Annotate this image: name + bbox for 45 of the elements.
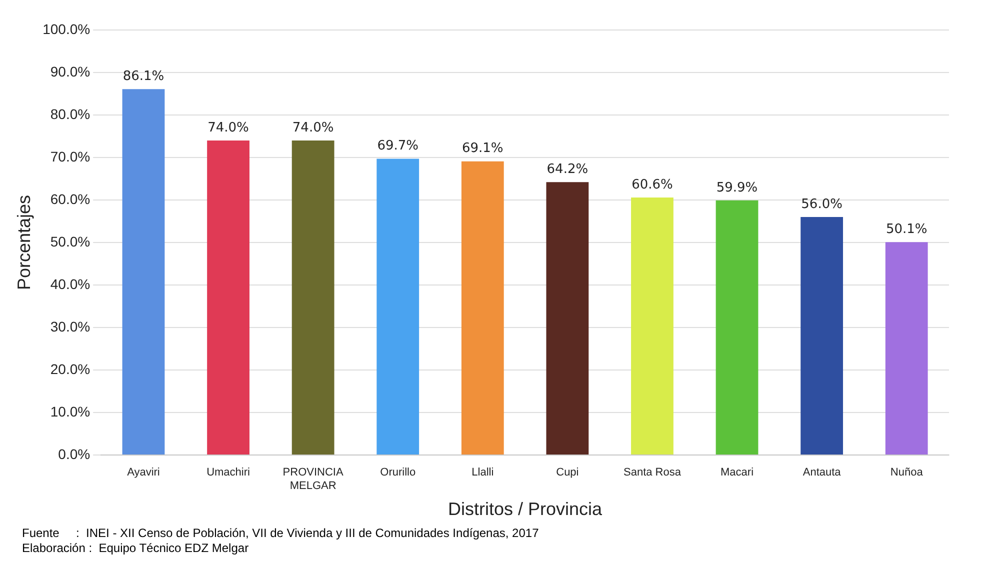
y-axis-title: Porcentajes — [14, 194, 34, 290]
y-tick-label: 50.0% — [50, 233, 90, 250]
data-label: 69.7% — [377, 138, 419, 154]
x-tick-label: Macari — [720, 466, 754, 479]
data-label: 74.0% — [292, 120, 334, 136]
x-tick-label: Ayaviri — [127, 466, 160, 479]
y-tick-label: 30.0% — [50, 318, 90, 334]
y-tick-label: 70.0% — [50, 148, 90, 164]
bar — [461, 161, 504, 454]
bar — [207, 140, 250, 454]
data-label: 69.1% — [462, 141, 504, 156]
data-label: 59.9% — [716, 180, 758, 196]
data-label: 74.0% — [208, 120, 249, 136]
x-axis-title: Distritos / Provincia — [448, 499, 604, 520]
data-label: 50.1% — [886, 222, 928, 237]
y-tick-label: 60.0% — [50, 190, 90, 207]
x-tick-label: Llalli — [472, 466, 494, 479]
bar — [716, 200, 758, 454]
data-label: 56.0% — [801, 196, 842, 212]
bar — [800, 217, 844, 454]
y-tick-label: 0.0% — [58, 446, 90, 462]
bar — [885, 242, 928, 454]
x-tick-label: PROVINCIA MELGAR — [282, 466, 344, 492]
data-label: 86.1% — [122, 68, 164, 84]
y-tick-label: 10.0% — [50, 403, 90, 420]
x-tick-label: Cupi — [556, 466, 579, 479]
x-tick-label: Umachiri — [206, 466, 250, 479]
bar — [376, 158, 420, 454]
y-tick-label: 40.0% — [50, 276, 90, 292]
x-tick-label: Antauta — [802, 466, 842, 479]
data-label: 60.6% — [632, 177, 673, 192]
x-tick-label: Orurillo — [380, 466, 416, 479]
bar — [292, 140, 334, 454]
y-tick-label: 80.0% — [50, 106, 90, 122]
data-label: 64.2% — [546, 162, 588, 178]
bar — [631, 197, 674, 454]
y-tick-label: 100.0% — [42, 20, 90, 37]
text: Elaboración : Equipo Técnico EDZ Melgar — [22, 541, 250, 556]
source-note: Fuente : INEI - XII Censo de Población, VII de Vivienda y III de Comunidades Indígenas, 2017 — [22, 526, 539, 541]
y-tick-label: 20.0% — [50, 360, 90, 377]
y-tick-label: 90.0% — [50, 63, 90, 80]
x-tick-label: Santa Rosa — [623, 466, 682, 479]
bar — [122, 89, 165, 454]
x-tick-label: Nuñoa — [890, 466, 924, 479]
bar — [546, 182, 589, 454]
